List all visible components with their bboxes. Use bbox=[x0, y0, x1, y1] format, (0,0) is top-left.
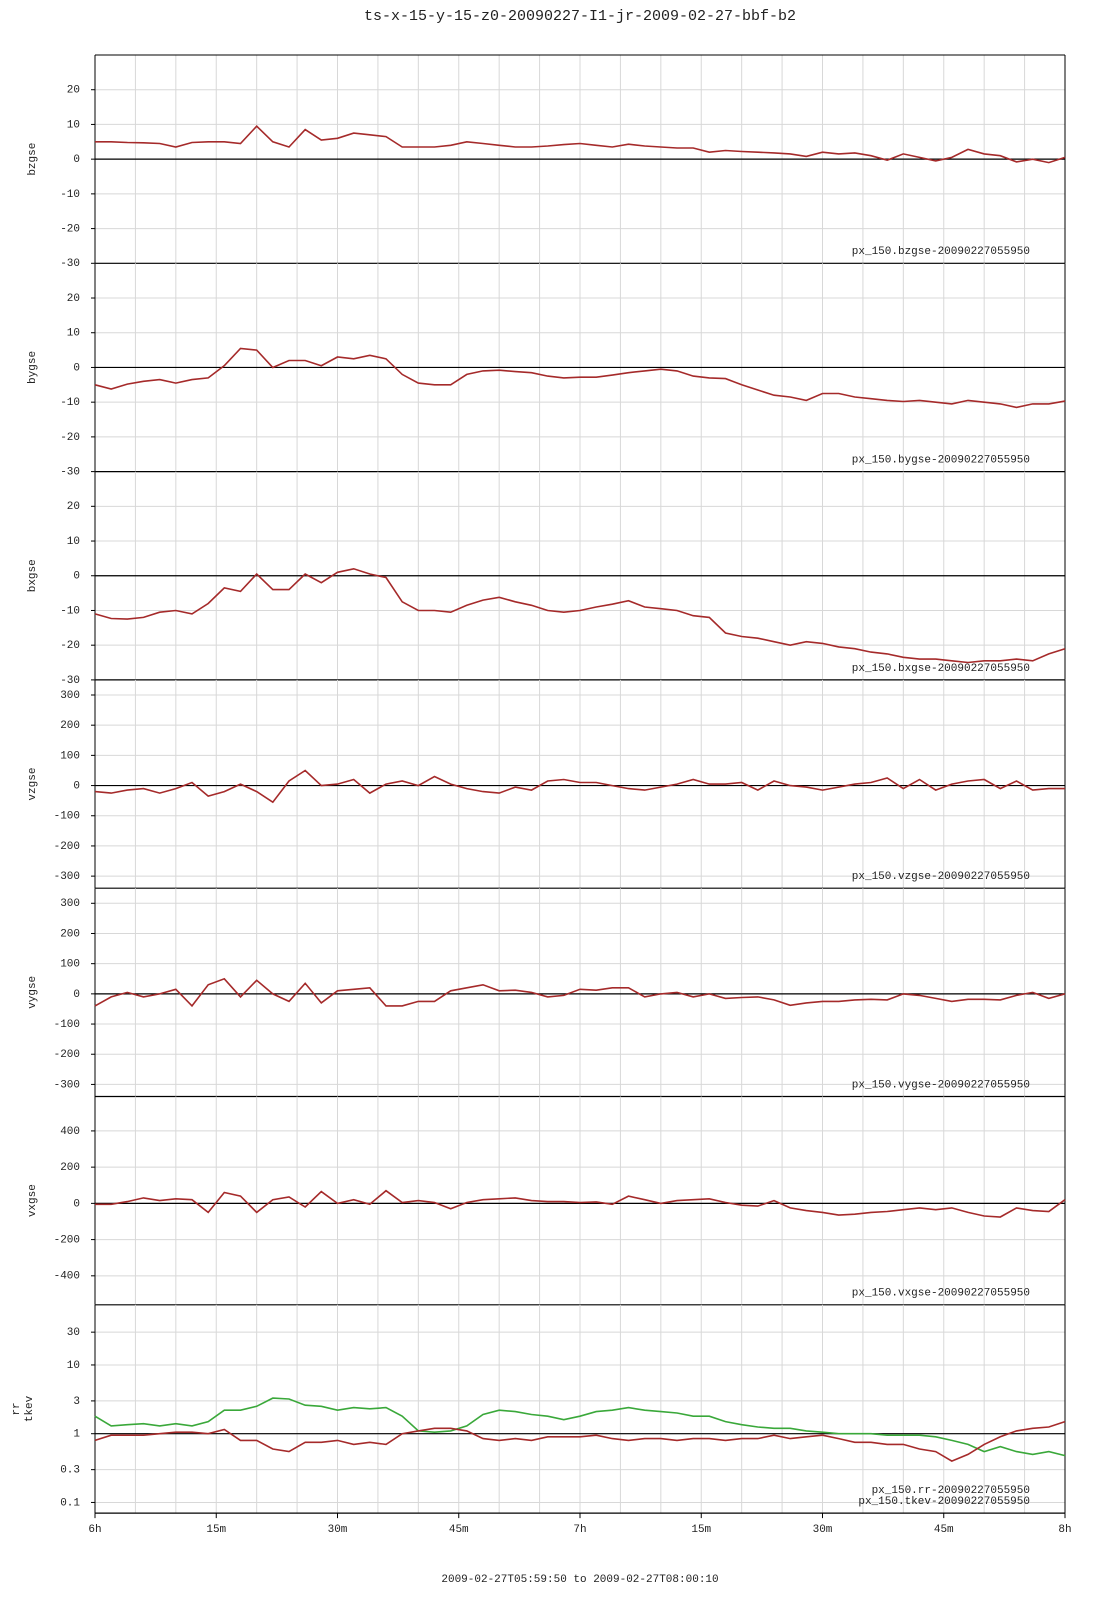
series-line bbox=[94, 1420, 1066, 1462]
y-tick-label: 0 bbox=[73, 571, 80, 583]
y-tick-label: -200 bbox=[54, 841, 80, 853]
y-axis-label: bygse bbox=[27, 351, 39, 384]
y-tick-label: -100 bbox=[54, 1019, 80, 1031]
y-tick-label: -20 bbox=[60, 223, 80, 235]
y-tick-label: -20 bbox=[60, 432, 80, 444]
y-tick-label: -30 bbox=[60, 258, 80, 270]
y-tick-label: 0 bbox=[73, 989, 80, 1001]
y-axis-label: vxgse bbox=[27, 1184, 39, 1217]
y-tick-label: -30 bbox=[60, 467, 80, 479]
legend-label: px_150.bzgse-20090227055950 bbox=[852, 246, 1030, 258]
y-axis-label: vzgse bbox=[27, 768, 39, 801]
series-line bbox=[95, 1189, 1066, 1218]
x-tick-label: 30m bbox=[328, 1524, 348, 1536]
legend-label: px_150.vzgse-20090227055950 bbox=[852, 871, 1030, 883]
y-axis-label: rr bbox=[11, 1402, 23, 1415]
series-line bbox=[94, 977, 1066, 1008]
y-tick-label: 0 bbox=[73, 154, 80, 166]
x-axis-label: 2009-02-27T05:59:50 to 2009-02-27T08:00:… bbox=[441, 1574, 718, 1586]
x-tick-label: 6h bbox=[88, 1524, 101, 1536]
y-tick-label: 300 bbox=[60, 690, 80, 702]
y-tick-label: 10 bbox=[67, 1360, 80, 1372]
y-tick-label: 100 bbox=[60, 959, 80, 971]
series-line bbox=[94, 769, 1065, 804]
legend-label: px_150.vxgse-20090227055950 bbox=[852, 1288, 1030, 1300]
series-line bbox=[94, 347, 1066, 409]
series-line bbox=[95, 125, 1066, 164]
legend-label: px_150.bxgse-20090227055950 bbox=[852, 663, 1030, 675]
y-tick-label: 30 bbox=[67, 1327, 80, 1339]
y-tick-label: -200 bbox=[54, 1234, 80, 1246]
y-tick-label: -300 bbox=[54, 871, 80, 883]
y-tick-label: -10 bbox=[60, 189, 80, 201]
series-line bbox=[94, 567, 1066, 664]
y-tick-label: 0 bbox=[73, 1198, 80, 1210]
y-tick-label: -20 bbox=[60, 640, 80, 652]
x-tick-label: 15m bbox=[691, 1524, 711, 1536]
y-tick-label: -30 bbox=[60, 675, 80, 687]
y-axis-label: bxgse bbox=[27, 559, 39, 592]
legend-label: px_150.rr-20090227055950 bbox=[872, 1485, 1030, 1497]
y-tick-label: -10 bbox=[60, 397, 80, 409]
y-tick-label: 0 bbox=[73, 362, 80, 374]
legend-label: px_150.tkev-20090227055950 bbox=[858, 1496, 1030, 1508]
y-tick-label: -10 bbox=[60, 605, 80, 617]
y-tick-label: 10 bbox=[67, 536, 80, 548]
y-tick-label: 10 bbox=[67, 328, 80, 340]
y-tick-label: 0.3 bbox=[60, 1465, 80, 1477]
y-tick-label: 300 bbox=[60, 898, 80, 910]
chart-title: ts-x-15-y-15-z0-20090227-I1-jr-2009-02-2… bbox=[364, 8, 796, 25]
x-tick-label: 45m bbox=[934, 1524, 954, 1536]
y-tick-label: 100 bbox=[60, 750, 80, 762]
y-tick-label: -400 bbox=[54, 1271, 80, 1283]
y-tick-label: 200 bbox=[60, 720, 80, 732]
y-tick-label: -200 bbox=[54, 1049, 80, 1061]
y-tick-label: 200 bbox=[60, 928, 80, 940]
y-tick-label: 200 bbox=[60, 1162, 80, 1174]
series-line bbox=[94, 1397, 1066, 1457]
y-axis-label: bzgse bbox=[27, 143, 39, 176]
y-tick-label: 0 bbox=[73, 780, 80, 792]
y-tick-label: 400 bbox=[60, 1126, 80, 1138]
y-tick-label: 10 bbox=[67, 119, 80, 131]
x-tick-label: 15m bbox=[206, 1524, 226, 1536]
legend-label: px_150.bygse-20090227055950 bbox=[852, 455, 1030, 467]
x-tick-label: 30m bbox=[813, 1524, 833, 1536]
y-axis-label: tkev bbox=[24, 1395, 36, 1422]
x-tick-label: 8h bbox=[1058, 1524, 1071, 1536]
x-tick-label: 45m bbox=[449, 1524, 469, 1536]
x-tick-label: 7h bbox=[573, 1524, 586, 1536]
y-tick-label: -300 bbox=[54, 1079, 80, 1091]
y-tick-label: -100 bbox=[54, 811, 80, 823]
y-tick-label: 20 bbox=[67, 501, 80, 513]
y-tick-label: 1 bbox=[73, 1429, 80, 1441]
y-tick-label: 20 bbox=[67, 293, 80, 305]
y-tick-label: 20 bbox=[67, 85, 80, 97]
y-axis-label: vygse bbox=[27, 976, 39, 1009]
y-tick-label: 3 bbox=[73, 1396, 80, 1408]
legend-label: px_150.vygse-20090227055950 bbox=[852, 1079, 1030, 1091]
y-tick-label: 0.1 bbox=[60, 1497, 80, 1509]
